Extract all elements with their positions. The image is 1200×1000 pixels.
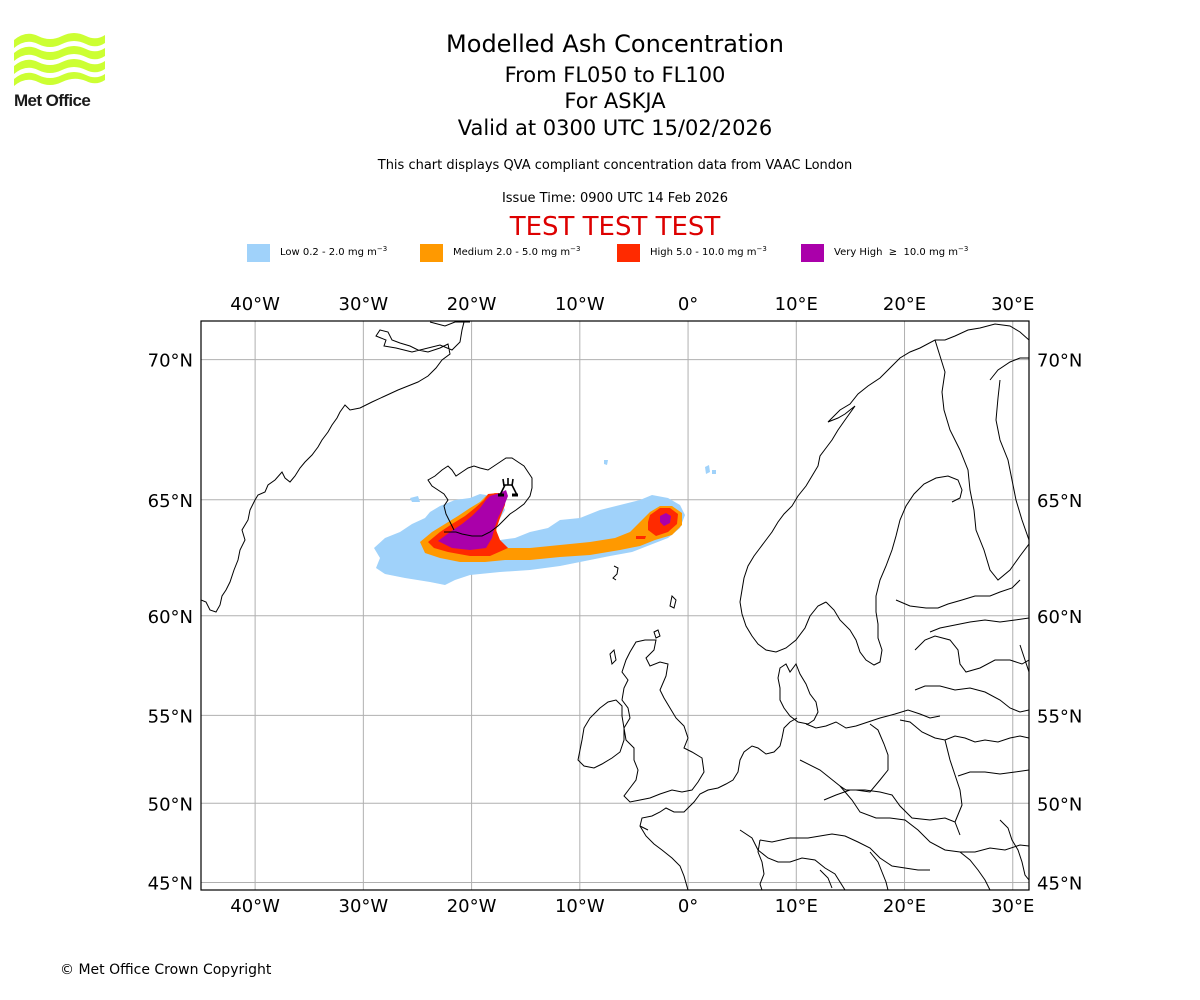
lat-tick-label-right: 55°N: [1037, 706, 1082, 727]
map-frame: [200, 320, 1030, 891]
gridlines: [201, 321, 1029, 890]
ash-region-very-high: [438, 490, 508, 550]
lon-tick-label-bottom: 30°E: [991, 896, 1034, 917]
lon-tick-label-bottom: 20°E: [883, 896, 926, 917]
flight-level-range: From FL050 to FL100: [504, 63, 726, 87]
lat-tick-label-left: 55°N: [148, 706, 193, 727]
lon-tick-label-top: 0°: [678, 294, 698, 315]
legend-swatch-low: [247, 244, 270, 262]
volcano-icon: [498, 478, 518, 497]
chart-description: This chart displays QVA compliant concen…: [377, 158, 853, 173]
axis-tick-labels: 40°W 40°W 30°W 30°W 20°W 20°W 10°W 10°W 0° 0° 10°E…: [148, 294, 1083, 917]
legend-swatch-very-high: [801, 244, 824, 262]
lat-tick-label-right: 60°N: [1037, 607, 1082, 628]
lon-tick-label-bottom: 40°W: [230, 896, 280, 917]
lat-tick-label-right: 65°N: [1037, 491, 1082, 512]
lat-tick-label-right: 50°N: [1037, 794, 1082, 815]
coastline-great-britain: [621, 639, 705, 803]
coastline-benelux-france: [639, 717, 798, 890]
coastline-scandinavia: [739, 323, 1029, 653]
coastline-ireland: [577, 699, 625, 769]
lon-tick-label-top: 30°E: [991, 294, 1034, 315]
lat-tick-label-left: 50°N: [148, 794, 193, 815]
legend-swatch-high: [617, 244, 640, 262]
lat-tick-label-right: 45°N: [1037, 873, 1082, 894]
lon-tick-label-top: 20°W: [447, 294, 497, 315]
volcano-name: For ASKJA: [564, 89, 666, 113]
lon-tick-label-bottom: 10°W: [555, 896, 605, 917]
lon-tick-label-top: 30°W: [339, 294, 389, 315]
lon-tick-label-bottom: 0°: [678, 896, 698, 917]
lon-tick-label-top: 40°W: [230, 294, 280, 315]
lat-tick-label-left: 60°N: [148, 607, 193, 628]
legend-swatch-medium: [420, 244, 443, 262]
ash-region-low: [374, 494, 685, 585]
legend-label-low: Low 0.2 - 2.0 mg m−3: [280, 245, 388, 259]
lon-tick-label-top: 20°E: [883, 294, 926, 315]
issue-time: Issue Time: 0900 UTC 14 Feb 2026: [501, 191, 729, 206]
lon-tick-label-bottom: 20°W: [447, 896, 497, 917]
lon-tick-label-top: 10°W: [555, 294, 605, 315]
coastline-iceland: [427, 457, 533, 537]
chart-title: Modelled Ash Concentration: [446, 30, 784, 58]
lon-tick-label-bottom: 10°E: [775, 896, 818, 917]
legend-label-very-high: Very High ≥ 10.0 mg m−3: [834, 245, 969, 259]
coastlines: [201, 321, 1029, 890]
lon-tick-label-top: 10°E: [775, 294, 818, 315]
lat-tick-label-right: 70°N: [1037, 351, 1082, 372]
legend-label-high: High 5.0 - 10.0 mg m−3: [650, 245, 767, 259]
met-office-logo-text: Met Office: [14, 91, 91, 110]
ash-plume: [374, 460, 716, 585]
test-banner: TEST TEST TEST: [509, 212, 721, 242]
lat-tick-label-left: 70°N: [148, 351, 193, 372]
lat-tick-label-left: 45°N: [148, 873, 193, 894]
coastline-denmark: [777, 662, 819, 725]
valid-time: Valid at 0300 UTC 15/02/2026: [457, 116, 773, 140]
met-office-logo-icon: [14, 33, 105, 86]
legend-label-medium: Medium 2.0 - 5.0 mg m−3: [453, 245, 581, 259]
coastline-greenland: [201, 321, 465, 613]
copyright-notice: © Met Office Crown Copyright: [60, 962, 272, 978]
lon-tick-label-bottom: 30°W: [339, 896, 389, 917]
lat-tick-label-left: 65°N: [148, 491, 193, 512]
